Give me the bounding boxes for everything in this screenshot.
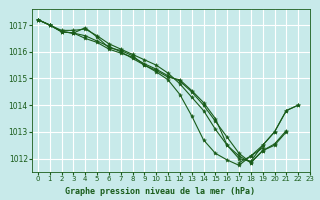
Text: Graphe pression niveau de la mer (hPa): Graphe pression niveau de la mer (hPa) — [65, 187, 255, 196]
